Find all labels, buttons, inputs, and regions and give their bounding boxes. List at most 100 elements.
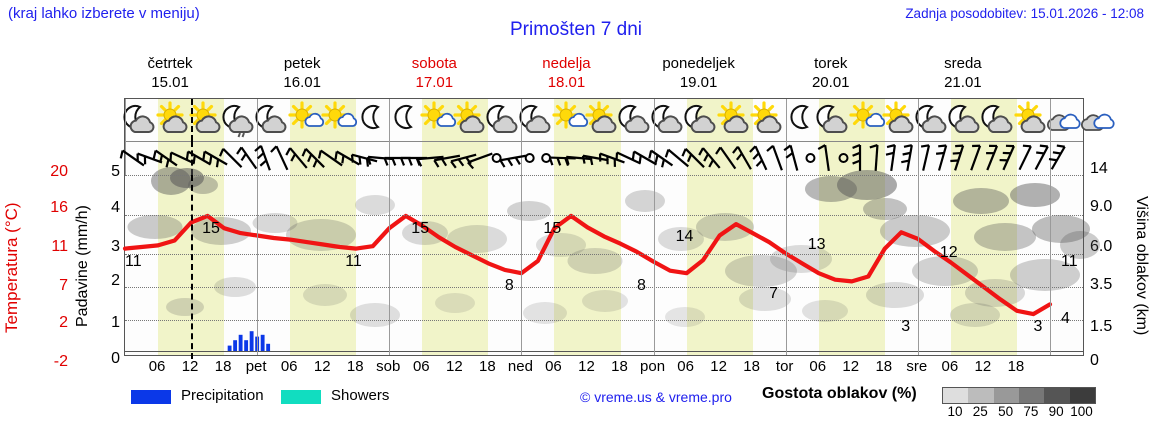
x-tick-18: 18 xyxy=(743,358,760,375)
colorbar-tick-1: 25 xyxy=(972,404,988,419)
temperature-label-6: 8 xyxy=(637,277,646,295)
sun-smallcloud-icon xyxy=(288,101,325,138)
day-name: ponedeljek xyxy=(662,55,735,72)
x-tick-3: pet xyxy=(245,358,267,375)
cloud-density-blob-39 xyxy=(802,300,848,322)
colorbar-tick-0: 10 xyxy=(947,404,963,419)
day-name: sobota xyxy=(411,55,457,72)
sun-smallcloud-icon xyxy=(849,101,886,138)
cloud-height-tick-1: 9.0 xyxy=(1090,198,1113,215)
temperature-label-3: 15 xyxy=(411,219,430,237)
cloud-height-axis-title: Višina oblakov (km) xyxy=(1133,196,1150,336)
sun-cloud-icon xyxy=(717,101,754,138)
x-tick-7: sob xyxy=(376,358,401,375)
moon-cloud-icon xyxy=(915,102,952,138)
graph-day-divider-2 xyxy=(389,175,391,355)
graph-day-divider-6 xyxy=(917,175,919,355)
temperature-label-14: 4 xyxy=(1061,309,1070,327)
moon-cloud-icon xyxy=(618,102,655,138)
moon-cloud-rain-icon xyxy=(222,102,259,138)
temperature-label-1: 15 xyxy=(202,219,220,237)
sun-smallcloud-icon xyxy=(321,101,358,138)
cloud-density-blob-40 xyxy=(950,303,1000,327)
cloud-density-colorbar-ticks: 10 25 50 75 90 100 xyxy=(932,404,1112,422)
x-tick-9: 12 xyxy=(446,358,463,375)
day-date: 21.01 xyxy=(944,74,982,91)
cloud-icon xyxy=(1080,102,1118,138)
temperature-label-12: 3 xyxy=(1033,318,1043,336)
x-tick-17: 12 xyxy=(710,358,727,375)
icon-separator-28 xyxy=(1049,99,1051,175)
temperature-tick-1: 16 xyxy=(50,199,68,216)
gridline-4 xyxy=(125,319,1083,321)
cloud-density-blob-41 xyxy=(1060,231,1100,259)
x-tick-6: 18 xyxy=(346,358,364,375)
day-header-row: četrtek 15.01 petek 16.01 sobota 17.01 nedelja… xyxy=(124,54,1084,98)
day-date: 18.01 xyxy=(547,74,586,91)
x-tick-8: 06 xyxy=(412,358,430,375)
cloud-density-blob-27 xyxy=(1010,259,1080,291)
moon-icon xyxy=(355,102,391,138)
precipitation-bar-4 xyxy=(249,331,254,351)
day-date: 20.01 xyxy=(811,74,850,91)
precipitation-tick-3: 2 xyxy=(111,272,120,289)
cloud-height-tick-3: 3.5 xyxy=(1090,276,1113,293)
moon-cloud-icon xyxy=(816,102,853,138)
temperature-tick-4: 2 xyxy=(59,314,68,331)
x-tick-22: 18 xyxy=(875,358,893,375)
cloud-density-blob-19 xyxy=(837,170,897,200)
temperature-and-precipitation-plot xyxy=(122,167,1100,351)
x-tick-15: pon xyxy=(640,358,666,375)
temperature-label-4: 8 xyxy=(504,277,514,295)
day-header-3: sobota 17.01 xyxy=(368,54,500,92)
precipitation-tick-1: 4 xyxy=(111,199,120,216)
temperature-tick-5: -2 xyxy=(53,353,68,370)
x-tick-26: 18 xyxy=(1007,358,1025,375)
day-date: 17.01 xyxy=(415,74,454,91)
cloud-density-blob-29 xyxy=(866,282,924,308)
precipitation-bar-0 xyxy=(227,345,232,351)
showers-legend-label: Showers xyxy=(331,387,390,404)
cloud-density-blob-12 xyxy=(567,248,623,274)
temperature-label-7: 14 xyxy=(675,228,694,246)
cloud-density-label: Gostota oblakov (%) xyxy=(762,385,917,402)
moon-cloud-icon xyxy=(948,102,985,138)
cloud-density-blob-3 xyxy=(127,215,183,239)
day-header-1: četrtek 15.01 xyxy=(104,54,236,92)
cloud-density-blob-26 xyxy=(1032,215,1090,243)
cloud-density-blob-37 xyxy=(523,302,567,324)
cloud-density-blob-25 xyxy=(1010,183,1060,207)
day-date: 19.01 xyxy=(679,74,718,91)
precipitation-tick-0: 5 xyxy=(111,163,120,180)
day-header-5: ponedeljek 19.01 xyxy=(633,54,765,92)
sun-cloud-icon xyxy=(188,101,226,138)
current-time-marker-0 xyxy=(191,99,194,141)
colorbar-segment-2 xyxy=(993,388,1019,403)
day-name: petek xyxy=(283,55,321,72)
moon-cloud-icon xyxy=(651,102,688,138)
moon-icon xyxy=(784,102,820,138)
icon-separator-0 xyxy=(125,99,126,175)
x-tick-14: 18 xyxy=(611,358,628,375)
temperature-label-13: 11 xyxy=(1061,252,1078,270)
cloud-density-blob-7 xyxy=(355,195,395,215)
day-name: četrtek xyxy=(147,55,193,72)
cloud-height-tick-0: 14 xyxy=(1090,160,1108,177)
precipitation-tick-2: 3 xyxy=(111,238,120,255)
day-date: 16.01 xyxy=(283,74,321,91)
sun-cloud-icon xyxy=(585,101,622,138)
credit-link[interactable]: © vreme.us & vreme.pro xyxy=(580,389,732,405)
colorbar-segment-5 xyxy=(1069,388,1095,403)
x-tick-16: 06 xyxy=(677,358,694,375)
temperature-label-0: 11 xyxy=(125,252,142,270)
moon-cloud-icon xyxy=(684,102,721,138)
cloud-density-blob-30 xyxy=(739,287,791,311)
precipitation-bar-1 xyxy=(233,340,238,351)
showers-legend-swatch xyxy=(281,390,321,404)
cloud-density-blob-13 xyxy=(625,190,665,212)
current-time-marker-1 xyxy=(191,141,194,175)
last-updated: Zadnja posodobitev: 15.01.2026 - 12:08 xyxy=(905,6,1144,21)
wind-barb-strip xyxy=(119,141,1083,175)
graph-day-divider-5 xyxy=(785,175,787,355)
